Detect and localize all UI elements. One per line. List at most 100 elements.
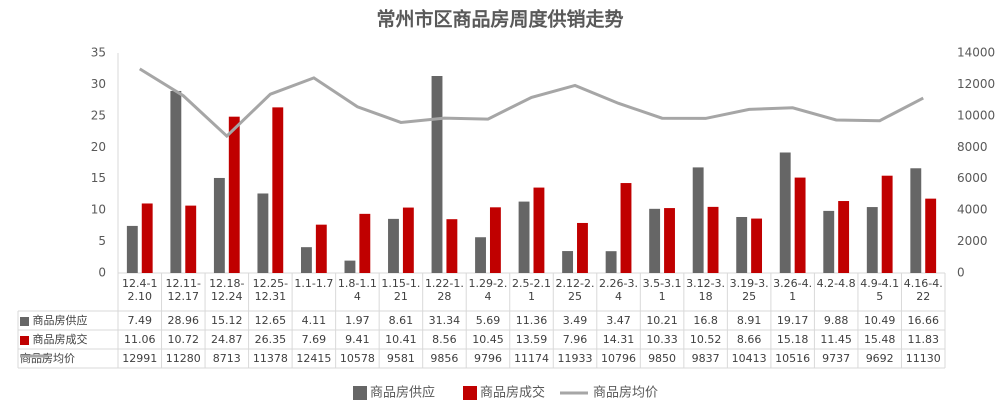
table-value: 8.61: [388, 314, 414, 327]
table-value: 28.96: [167, 314, 200, 327]
table-value: 10.52: [689, 333, 722, 346]
bar: [881, 175, 893, 273]
y2-tick-label: 8000: [957, 140, 988, 154]
table-value: 10.33: [646, 333, 678, 346]
table-value: 12.65: [254, 314, 287, 327]
bar: [838, 201, 850, 273]
y-tick-label: 20: [91, 140, 106, 154]
table-value: 14.31: [602, 333, 635, 346]
bar: [707, 206, 719, 273]
table-value: 15.48: [863, 333, 896, 346]
table-value: 11.83: [907, 333, 939, 346]
bar: [577, 222, 588, 273]
table-value: 11130: [905, 352, 941, 365]
table-value: 15.18: [776, 333, 809, 346]
bar: [664, 208, 675, 273]
table-value: 8.56: [432, 333, 457, 346]
table-value: 10.45: [472, 333, 504, 346]
legend-label: 商品房均价: [593, 385, 658, 401]
bar: [910, 168, 922, 273]
bar: [736, 216, 748, 273]
x-tick-label: 2.26-3.4: [599, 277, 639, 303]
bar: [866, 207, 878, 273]
table-value: 11174: [513, 352, 549, 365]
table-value: 4.11: [301, 314, 327, 327]
x-tick-label: 1.8-1.14: [337, 277, 377, 303]
row-label: 商品房成交: [32, 333, 88, 346]
table-value: 9.88: [823, 314, 849, 327]
table-header: 商品房成交: [20, 333, 118, 346]
y-tick-label: 15: [91, 171, 106, 185]
bar: [170, 90, 182, 273]
table-value: 11280: [165, 352, 201, 365]
y-tick-label: 5: [98, 234, 106, 248]
y2-tick-label: 10000: [957, 108, 995, 122]
x-tick-label: 12.25-12.31: [252, 277, 289, 303]
y-tick-label: 35: [91, 46, 106, 60]
table-value: 10.72: [167, 333, 200, 346]
bar: [141, 203, 153, 273]
table-value: 9796: [473, 352, 502, 365]
x-tick-label: 2.5-2.11: [512, 277, 551, 303]
x-tick-label: 4.2-4.8: [816, 277, 856, 290]
bar: [126, 225, 138, 273]
bar: [185, 205, 197, 273]
table-value: 7.69: [301, 333, 327, 346]
bar: [533, 187, 545, 273]
table-value: 13.59: [515, 333, 548, 346]
table-value: 10796: [601, 352, 637, 365]
y2-tick-label: 14000: [957, 46, 995, 60]
y-tick-label: 30: [91, 77, 106, 91]
bar: [300, 247, 312, 273]
table-value: 7.49: [127, 314, 153, 327]
x-tick-label: 3.12-3.18: [686, 277, 726, 303]
table-value: 9850: [648, 352, 677, 365]
table-value: 9737: [822, 352, 851, 365]
bar: [213, 177, 225, 273]
x-tick-label: 3.19-3.25: [729, 277, 769, 303]
table-value: 9692: [865, 352, 894, 365]
bar: [489, 207, 501, 273]
table-value: 26.35: [254, 333, 287, 346]
y-tick-label: 0: [98, 266, 106, 280]
y2-tick-label: 4000: [957, 203, 988, 217]
legend-label: 商品房供应: [370, 385, 435, 401]
table-value: 9581: [386, 352, 415, 365]
table-value: 31.34: [428, 314, 461, 327]
table-value: 12991: [122, 352, 158, 365]
row-label: 商品房供应: [32, 314, 88, 327]
table-value: 10578: [339, 352, 375, 365]
x-tick-label: 1.1-1.7: [294, 277, 334, 290]
bar: [359, 213, 371, 273]
x-tick-label: 4.16-4.22: [903, 277, 943, 303]
bar: [228, 116, 240, 273]
legend-swatch: [353, 386, 367, 400]
table-value: 19.17: [776, 314, 809, 327]
bar: [751, 218, 763, 273]
bar: [257, 193, 269, 273]
table-value: 10.21: [646, 314, 678, 327]
x-tick-label: 12.4-12.10: [122, 277, 158, 303]
table-value: 10.49: [863, 314, 896, 327]
x-tick-label: 4.9-4.15: [860, 277, 900, 303]
table-value: 8.66: [736, 333, 762, 346]
y2-tick-label: 6000: [957, 171, 988, 185]
x-tick-label: 1.22-1.28: [424, 277, 464, 303]
x-tick-label: 3.5-3.11: [642, 277, 682, 303]
table-value: 3.47: [606, 314, 631, 327]
x-tick-label: 12.11-12.17: [165, 277, 201, 303]
table-value: 11.06: [124, 333, 156, 346]
table-value: 11.45: [820, 333, 852, 346]
bar: [431, 76, 443, 274]
table-value: 11933: [557, 352, 593, 365]
bar: [475, 237, 486, 273]
bar: [823, 210, 835, 273]
table-value: 9.41: [345, 333, 370, 346]
bar: [315, 224, 327, 273]
bar: [620, 183, 632, 273]
bar: [446, 219, 458, 273]
table-value: 11.36: [515, 314, 548, 327]
x-tick-label: 3.26-4.1: [773, 277, 813, 303]
legend-label: 商品房成交: [480, 385, 545, 401]
